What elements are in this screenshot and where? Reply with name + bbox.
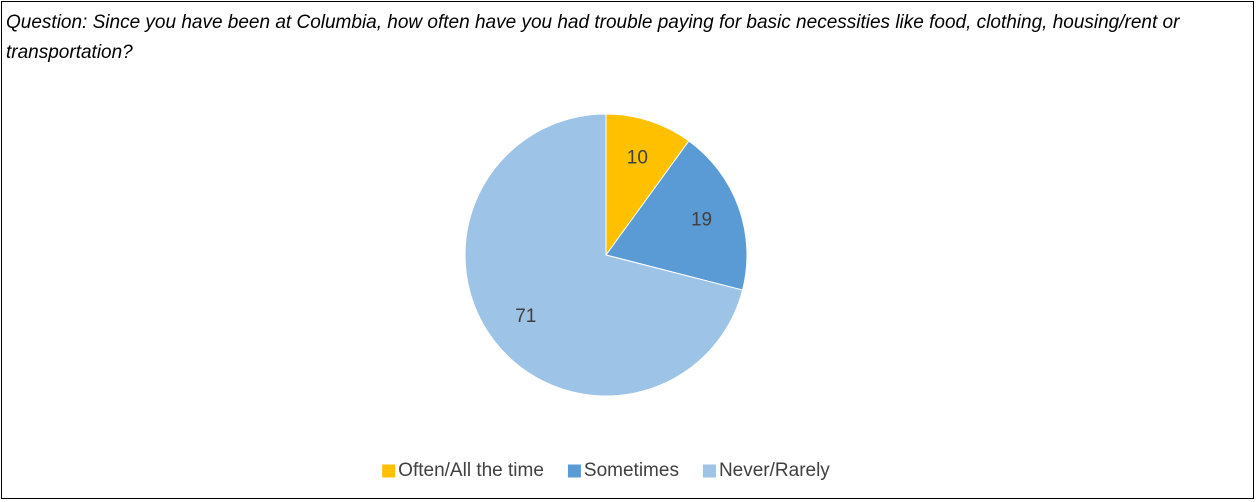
legend-marker <box>702 464 716 478</box>
pie-slice <box>464 113 744 397</box>
pie-slice <box>605 113 690 257</box>
legend-marker <box>382 464 396 478</box>
legend-label: Never/Rarely <box>719 460 830 481</box>
data-label: 19 <box>691 210 712 231</box>
data-label: 10 <box>627 147 648 168</box>
legend-label: Often/All the time <box>398 460 544 481</box>
pie-slice <box>605 140 748 291</box>
legend: Often/All the time Sometimes Never/Rarely <box>382 460 830 481</box>
chart-title: Question: Since you have been at Columbi… <box>6 12 1180 63</box>
legend-marker <box>567 464 581 478</box>
legend-label: Sometimes <box>584 460 679 481</box>
data-label: 71 <box>515 306 536 327</box>
